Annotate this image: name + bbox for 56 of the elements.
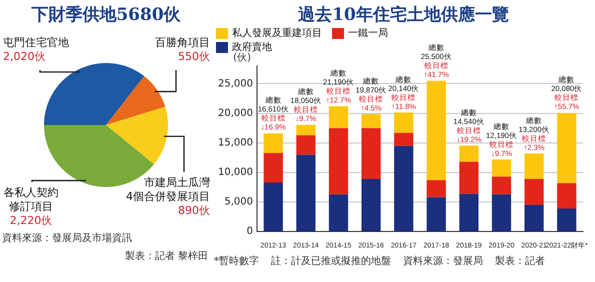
y-tick-label: 0 (246, 226, 253, 238)
legend-label: 私人發展及重建項目 (231, 26, 322, 40)
source-note: 資料來源：發展局及市場資訊 (2, 232, 132, 245)
data-label: 550伙 (177, 50, 210, 64)
data-label: 890伙 (177, 204, 210, 218)
bar (459, 146, 478, 162)
bar (328, 106, 348, 128)
bar (557, 183, 576, 209)
bar (492, 194, 512, 232)
bar (394, 146, 414, 232)
bar (328, 128, 348, 194)
bar (361, 114, 381, 128)
bar (296, 135, 316, 155)
bar (328, 194, 348, 232)
text: 製表：記者 (495, 256, 545, 267)
bar (426, 197, 446, 232)
bar (361, 178, 381, 232)
bar (264, 182, 283, 232)
y-tick-label: 5,000 (224, 196, 253, 208)
bar (296, 124, 316, 136)
bar (296, 154, 316, 232)
text: 註：計及已推或擬推的地盤 (271, 256, 391, 267)
y-tick-label: 20,000 (218, 108, 253, 119)
bar (361, 128, 381, 179)
y-axis-title: (伙) (233, 52, 252, 64)
bar (264, 133, 283, 153)
slice-label: 屯門住宅官地 (3, 36, 69, 50)
chart-title: 過去10年住宅土地供應一覽 (297, 4, 510, 26)
bar (394, 132, 414, 146)
y-tick-label: 25,000 (218, 78, 253, 90)
data-label: 2,220伙 (8, 214, 54, 228)
source-note: 資料來源：發展局 (403, 256, 483, 267)
bar (524, 204, 544, 232)
bar (492, 176, 512, 194)
legend-label: 政府賣地 (231, 40, 272, 53)
bar (557, 208, 576, 232)
chart-title: 下財季供地5680伙 (30, 4, 182, 26)
slice-label: 各私人契約修訂項目 (2, 186, 60, 214)
bar (426, 80, 446, 180)
slice-label: 百勝角項目 (155, 36, 210, 50)
bar (492, 160, 512, 177)
data-label: 2,020伙 (3, 50, 46, 64)
y-tick-label: 15,000 (218, 137, 253, 148)
legend-label: 一鐵一局 (347, 27, 388, 40)
bar (557, 112, 576, 184)
bar (524, 178, 544, 205)
bar (426, 180, 446, 198)
text: 製表：記者 黎梓田 (124, 250, 208, 263)
y-tick-label: 10,000 (218, 167, 253, 178)
text: *暫時數字 (214, 256, 259, 267)
bar (459, 194, 478, 232)
bar (394, 112, 414, 133)
bar (264, 152, 283, 183)
bar (459, 162, 478, 194)
slice-label: 市建局土瓜灣 4個合併發展項目 (126, 176, 210, 204)
bar (524, 154, 544, 179)
